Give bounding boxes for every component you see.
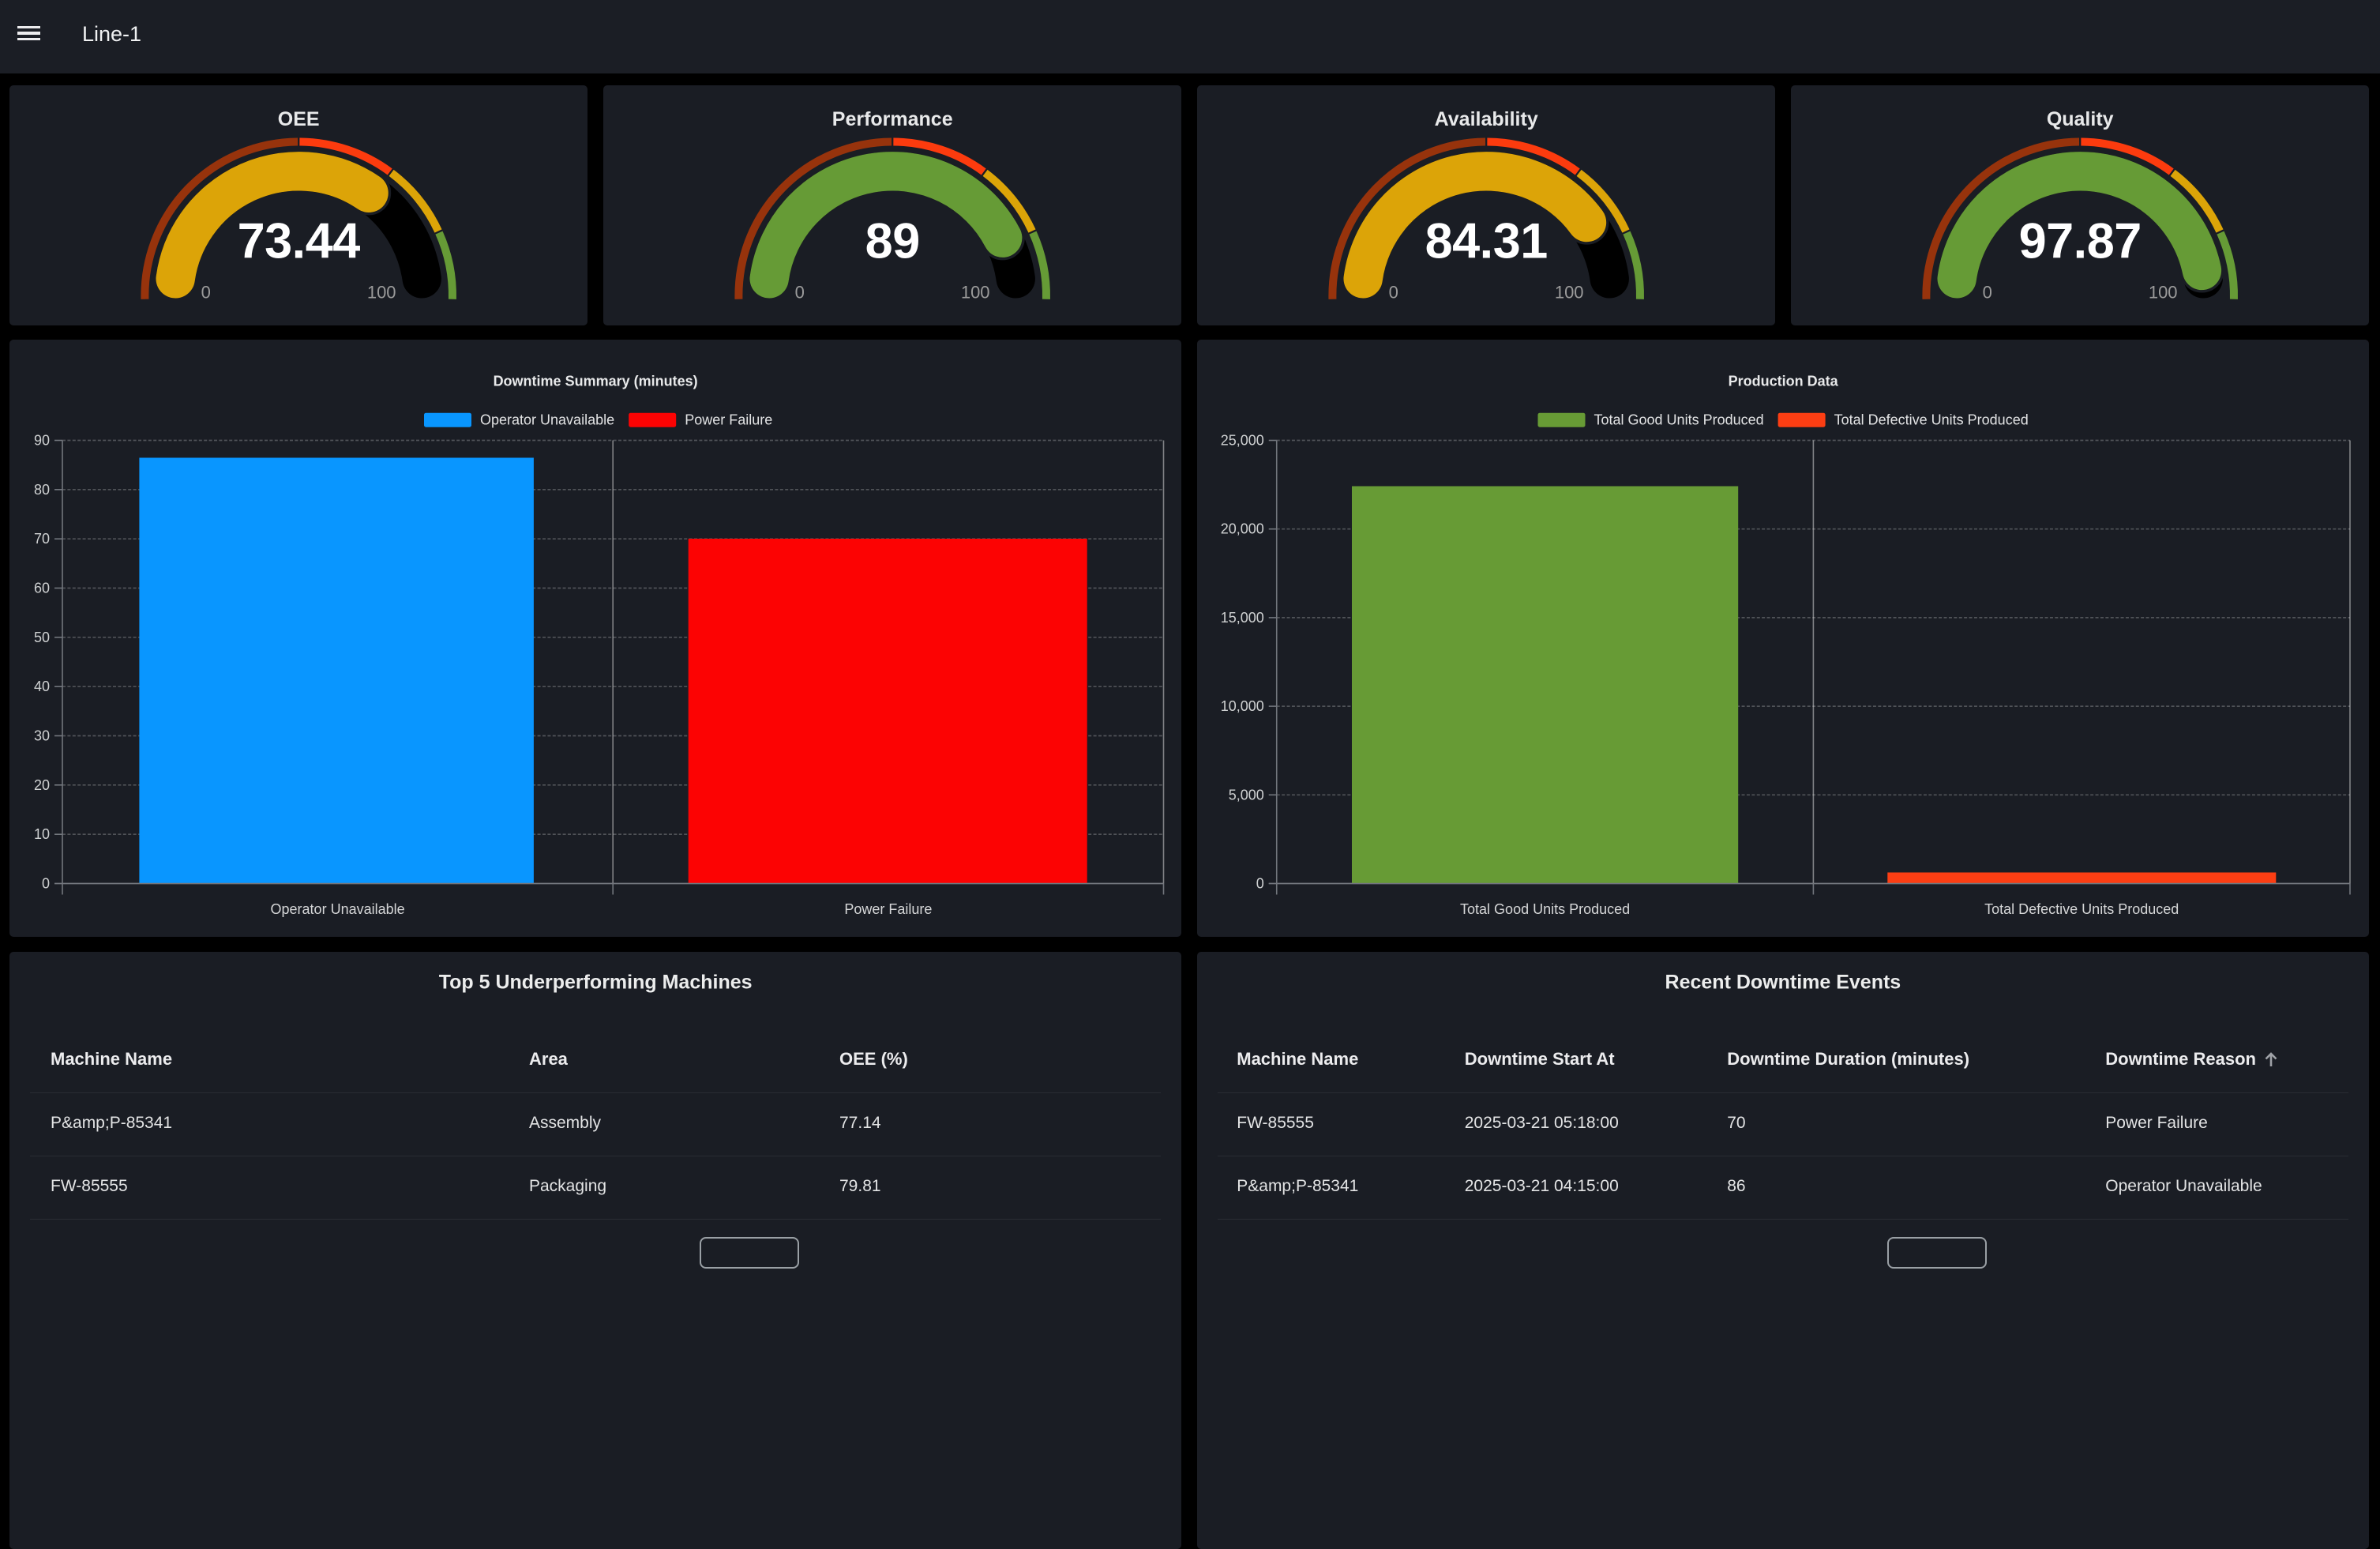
svg-text:100: 100 [961,282,990,302]
svg-text:70: 70 [34,531,50,547]
svg-text:100: 100 [367,282,396,302]
svg-text:Performance: Performance [832,108,953,130]
svg-text:Power Failure: Power Failure [844,901,932,917]
svg-text:0: 0 [1256,876,1263,892]
svg-text:50: 50 [34,630,50,645]
svg-text:100: 100 [2149,282,2178,302]
svg-text:10,000: 10,000 [1220,698,1263,714]
svg-text:73.44: 73.44 [238,213,361,269]
svg-text:Production Data: Production Data [1728,374,1838,389]
svg-text:Total Defective Units Produced: Total Defective Units Produced [1984,901,2179,917]
svg-text:20: 20 [34,777,50,793]
svg-text:10: 10 [34,826,50,842]
svg-text:60: 60 [34,581,50,596]
svg-text:0: 0 [794,282,804,302]
svg-text:Downtime Summary (minutes): Downtime Summary (minutes) [494,374,698,389]
svg-text:30: 30 [34,728,50,744]
svg-text:Total Defective Units Produced: Total Defective Units Produced [1834,412,2028,428]
svg-text:100: 100 [1555,282,1584,302]
svg-text:0: 0 [1982,282,1991,302]
svg-text:90: 90 [34,433,50,449]
svg-text:5,000: 5,000 [1228,787,1263,803]
svg-text:80: 80 [34,482,50,498]
svg-text:15,000: 15,000 [1220,610,1263,626]
svg-text:Quality: Quality [2047,108,2114,130]
svg-text:40: 40 [34,679,50,694]
svg-text:0: 0 [42,876,50,892]
svg-text:25,000: 25,000 [1220,433,1263,449]
svg-text:Operator Unavailable: Operator Unavailable [271,901,405,917]
svg-text:84.31: 84.31 [1425,213,1547,269]
svg-text:0: 0 [1388,282,1398,302]
svg-text:20,000: 20,000 [1220,521,1263,537]
svg-text:89: 89 [865,213,920,269]
svg-text:Operator Unavailable: Operator Unavailable [480,412,614,428]
svg-text:0: 0 [201,282,211,302]
svg-text:97.87: 97.87 [2018,213,2141,269]
svg-text:Total Good Units Produced: Total Good Units Produced [1594,412,1763,428]
svg-text:OEE: OEE [278,108,320,130]
svg-text:Power Failure: Power Failure [685,412,772,428]
svg-text:Total Good Units Produced: Total Good Units Produced [1460,901,1630,917]
svg-text:Availability: Availability [1434,108,1537,130]
